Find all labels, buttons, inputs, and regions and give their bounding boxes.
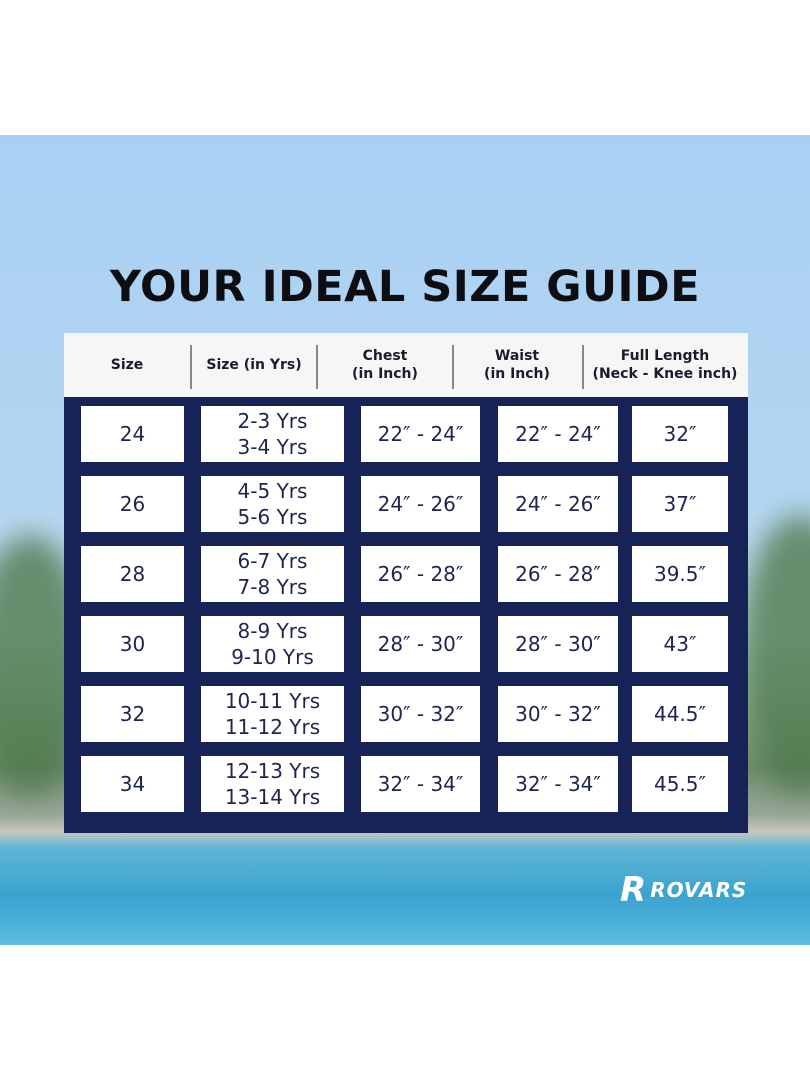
table-body: 24 2-3 Yrs 3-4 Yrs 22″ - 24″ 22″ - 24″ 32″ 26…: [64, 397, 748, 833]
table-cell: 12-13 Yrs 13-14 Yrs: [201, 756, 344, 812]
header-divider: [190, 345, 192, 389]
brand-logo: R ROVARS: [620, 870, 747, 910]
column-header: Waist (in Inch): [484, 348, 550, 382]
table-cell: 2-3 Yrs 3-4 Yrs: [201, 406, 344, 462]
table-cell: 8-9 Yrs 9-10 Yrs: [201, 616, 344, 672]
brand-name: ROVARS: [650, 878, 748, 902]
table-cell: 32″ - 34″: [361, 756, 480, 812]
table-cell: 32″ - 34″: [498, 756, 618, 812]
header-divider: [316, 345, 318, 389]
header-divider: [582, 345, 584, 389]
table-cell: 45.5″: [632, 756, 728, 812]
size-chart-table: Size Size (in Yrs) Chest (in Inch) Waist (i…: [64, 333, 748, 833]
table-cell: 34: [81, 756, 184, 812]
table-cell: 32″: [632, 406, 728, 462]
table-cell: 22″ - 24″: [498, 406, 618, 462]
table-cell: 10-11 Yrs 11-12 Yrs: [201, 686, 344, 742]
logo-mark-icon: R: [620, 870, 647, 910]
table-cell: 43″: [632, 616, 728, 672]
table-header: Size Size (in Yrs) Chest (in Inch) Waist (i…: [64, 333, 748, 397]
table-cell: 28″ - 30″: [361, 616, 480, 672]
table-cell: 26: [81, 476, 184, 532]
column-header: Size (in Yrs): [206, 357, 302, 373]
table-cell: 39.5″: [632, 546, 728, 602]
table-cell: 28″ - 30″: [498, 616, 618, 672]
table-cell: 4-5 Yrs 5-6 Yrs: [201, 476, 344, 532]
table-cell: 37″: [632, 476, 728, 532]
table-cell: 44.5″: [632, 686, 728, 742]
table-cell: 26″ - 28″: [361, 546, 480, 602]
table-cell: 24″ - 26″: [361, 476, 480, 532]
table-cell: 24″ - 26″: [498, 476, 618, 532]
page-title: YOUR IDEAL SIZE GUIDE: [109, 262, 701, 312]
table-cell: 30: [81, 616, 184, 672]
table-cell: 32: [81, 686, 184, 742]
header-divider: [452, 345, 454, 389]
table-cell: 6-7 Yrs 7-8 Yrs: [201, 546, 344, 602]
table-cell: 30″ - 32″: [498, 686, 618, 742]
column-header: Size: [110, 357, 144, 373]
table-cell: 22″ - 24″: [361, 406, 480, 462]
table-cell: 30″ - 32″: [361, 686, 480, 742]
table-cell: 28: [81, 546, 184, 602]
column-header: Chest (in Inch): [352, 348, 418, 382]
table-cell: 26″ - 28″: [498, 546, 618, 602]
column-header: Full Length (Neck - Knee inch): [592, 348, 738, 382]
table-cell: 24: [81, 406, 184, 462]
